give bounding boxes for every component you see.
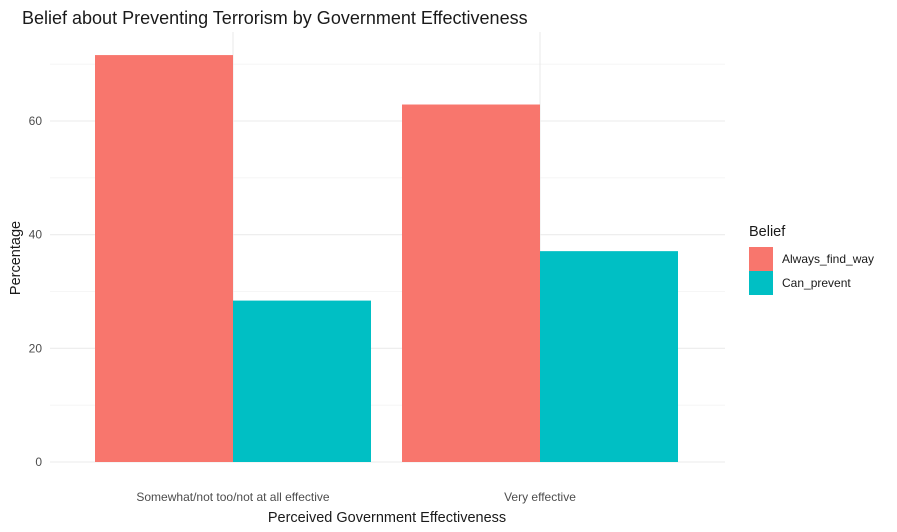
bar-always-find-way-1 xyxy=(402,104,540,462)
legend-label: Can_prevent xyxy=(782,276,851,290)
bar-can-prevent-1 xyxy=(540,251,678,462)
chart-title: Belief about Preventing Terrorism by Gov… xyxy=(22,8,528,28)
bars xyxy=(95,55,678,462)
y-axis-title: Percentage xyxy=(8,221,24,295)
y-tick-label: 0 xyxy=(35,455,42,469)
x-axis-ticks: Somewhat/not too/not at all effective Ver… xyxy=(136,490,576,504)
legend-swatch xyxy=(749,247,773,271)
legend: Belief Always_find_way Can_prevent xyxy=(749,224,874,295)
y-axis-ticks: 0 20 40 60 xyxy=(29,114,43,469)
x-axis-title: Perceived Government Effectiveness xyxy=(268,510,506,526)
bar-can-prevent-0 xyxy=(233,300,371,462)
x-tick-label: Somewhat/not too/not at all effective xyxy=(136,490,330,504)
y-tick-label: 40 xyxy=(29,228,43,242)
y-tick-label: 20 xyxy=(29,341,43,355)
y-tick-label: 60 xyxy=(29,114,43,128)
legend-title: Belief xyxy=(749,224,786,240)
x-tick-label: Very effective xyxy=(504,490,576,504)
bar-always-find-way-0 xyxy=(95,55,233,462)
legend-label: Always_find_way xyxy=(782,252,874,266)
legend-swatch xyxy=(749,271,773,295)
